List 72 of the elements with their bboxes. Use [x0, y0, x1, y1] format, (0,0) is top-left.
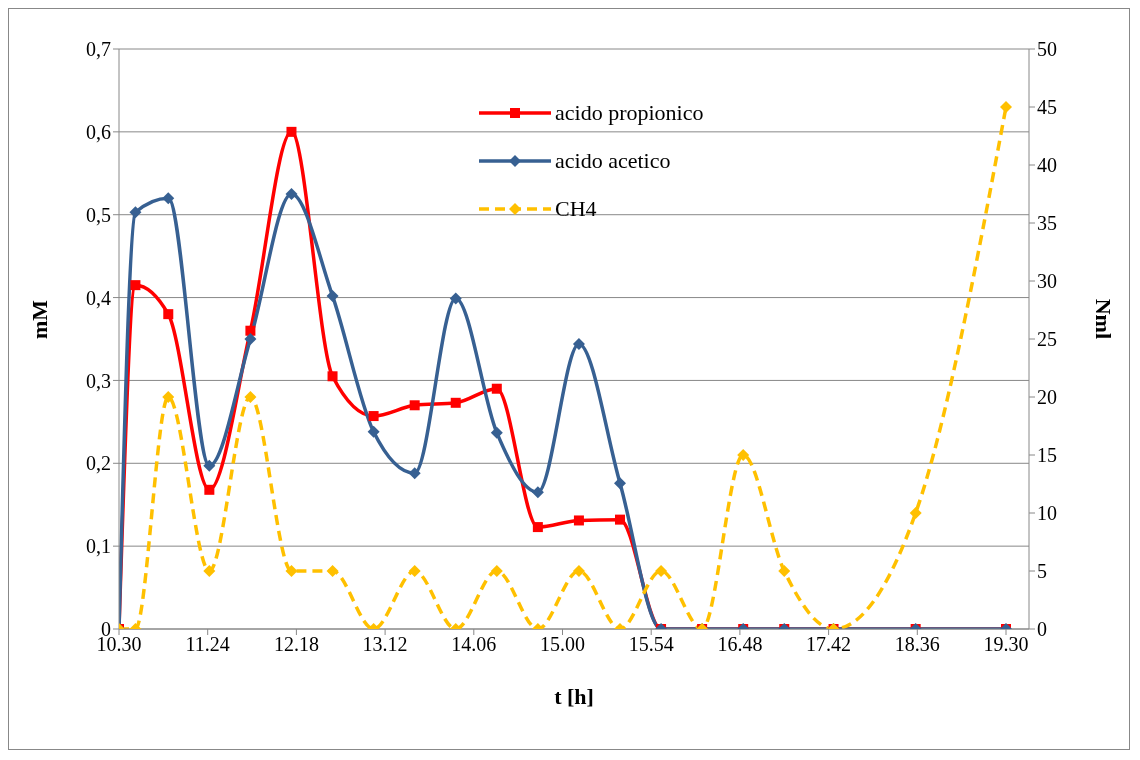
x-tick-label: 15.54 — [628, 633, 674, 656]
point — [737, 449, 750, 461]
point — [409, 400, 420, 411]
y-tick-label: 0,2 — [86, 452, 111, 475]
x-tick-label: 17.42 — [806, 633, 852, 656]
y-axis-title: mM — [26, 299, 52, 339]
y2-axis-title: Nml — [1091, 298, 1117, 339]
point — [285, 188, 298, 200]
x-tick-label: 19.30 — [983, 633, 1029, 656]
y2-tick-label: 0 — [1037, 618, 1047, 641]
point — [572, 565, 585, 577]
legend-label: acido propionico — [555, 99, 704, 127]
point — [326, 565, 339, 577]
point — [163, 309, 174, 320]
y-tick-label: 0,3 — [86, 369, 111, 392]
point — [129, 206, 142, 219]
x-tick-label: 13.12 — [362, 633, 408, 656]
x-tick-label: 18.36 — [894, 633, 940, 656]
y2-tick-label: 40 — [1037, 154, 1057, 177]
point — [614, 514, 625, 525]
point — [531, 486, 544, 499]
y-tick-label: 0,7 — [86, 38, 111, 61]
y-tick-label: 0,5 — [86, 203, 111, 226]
y2-tick-label: 5 — [1037, 560, 1047, 583]
point — [203, 459, 216, 472]
point — [204, 484, 215, 495]
point — [490, 426, 503, 439]
point — [532, 522, 543, 533]
point — [285, 565, 298, 577]
point — [162, 391, 175, 403]
y2-tick-label: 30 — [1037, 270, 1057, 293]
point — [162, 192, 175, 205]
point — [573, 515, 584, 526]
point — [286, 126, 297, 137]
y2-tick-label: 15 — [1037, 444, 1057, 467]
y2-tick-label: 20 — [1037, 386, 1057, 409]
y-tick-label: 0,6 — [86, 120, 111, 143]
legend-label: acido acetico — [555, 147, 671, 175]
point — [450, 397, 461, 408]
point — [244, 333, 257, 345]
y2-tick-label: 10 — [1037, 502, 1057, 525]
x-tick-label: 16.48 — [717, 633, 763, 656]
y2-tick-label: 25 — [1037, 328, 1057, 351]
point — [408, 565, 421, 577]
point — [245, 325, 256, 336]
x-tick-label: 14.06 — [451, 633, 497, 656]
x-axis-title: t [h] — [554, 684, 594, 709]
point — [613, 477, 626, 490]
point — [326, 289, 339, 302]
x-tick-label: 12.18 — [273, 633, 319, 656]
point — [572, 337, 585, 350]
y-tick-label: 0,1 — [86, 535, 111, 558]
point — [778, 565, 791, 577]
point — [367, 425, 380, 438]
point — [203, 565, 216, 577]
point — [909, 507, 922, 519]
y2-tick-label: 50 — [1037, 38, 1057, 61]
point — [327, 371, 338, 382]
y2-tick-label: 35 — [1037, 212, 1057, 235]
point — [244, 391, 257, 403]
point — [490, 565, 503, 577]
y2-tick-label: 45 — [1037, 96, 1057, 119]
legend-label: CH4 — [555, 195, 597, 223]
y-tick-label: 0,4 — [86, 286, 111, 309]
point — [368, 411, 379, 422]
point — [655, 565, 668, 577]
point — [449, 292, 462, 305]
point — [408, 467, 421, 480]
x-tick-label: 11.24 — [185, 633, 230, 656]
point — [491, 383, 502, 394]
point — [130, 280, 141, 291]
x-tick-label: 15.00 — [540, 633, 585, 656]
